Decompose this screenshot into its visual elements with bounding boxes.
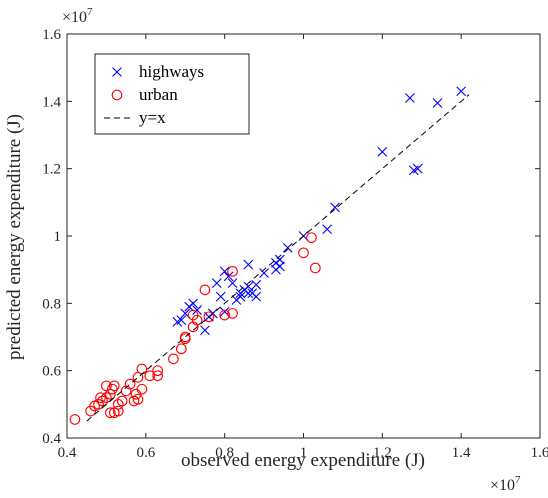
x-exponent-label: ×107 [490,474,521,494]
highways-point [282,242,293,253]
urban-point [136,383,148,395]
legend: highways urban y=x [94,53,250,135]
y-exponent-power: 7 [87,6,93,18]
highways-point [330,202,340,213]
urban-point [132,393,144,405]
y-tick-label: 1.2 [42,162,61,178]
highways-point [176,315,187,326]
urban-point [136,363,148,375]
highways-point [405,93,415,103]
legend-swatch-urban [111,89,123,101]
highways-point [227,278,238,289]
highways-point [251,279,262,290]
x-tick-label: 1.6 [531,445,548,461]
x-exponent-power: 7 [515,474,521,486]
y-tick-label: 1 [54,229,62,245]
y-axis-label: predicted energy expenditure (J) [4,114,25,360]
urban-point [191,314,203,326]
urban-point [97,395,108,407]
x-axis-label: observed energy expenditure (J) [181,450,425,471]
x-tick-label: 1 [300,445,308,461]
urban-point [112,398,124,410]
highways-point [188,298,199,309]
highways-point [377,146,388,157]
highways-point [432,98,443,108]
urban-point [309,262,321,274]
x-tick-label: 0.8 [215,445,234,461]
urban-point [175,343,187,355]
highways-point [192,305,202,315]
highways-point [251,291,262,302]
highways-point [219,266,230,277]
legend-swatch-highways [112,67,122,77]
urban-point [219,309,231,321]
urban-point [124,378,136,390]
highways-point [259,268,269,278]
series-urban [69,232,321,425]
highways-point [243,259,254,270]
highways-point [200,325,210,336]
legend-label-urban: urban [139,85,178,104]
x-tick-label: 0.4 [58,445,77,461]
y-exponent-label: ×107 [62,6,93,26]
axis-ticks: 0.4 0.6 0.8 1 1.2 1.4 1.6 0.4 0.6 0.8 1 1.2 1.4 1.6 [42,27,548,461]
urban-point [152,365,164,377]
highways-point [456,86,467,97]
urban-point [306,232,317,244]
y-tick-label: 0.6 [42,364,61,380]
urban-point [144,370,156,382]
urban-point [152,370,164,382]
urban-point [105,407,116,419]
y-exponent-base: ×10 [62,9,87,26]
highways-point [235,291,246,302]
urban-point [227,308,238,319]
highways-point [322,224,333,235]
urban-point [179,331,191,343]
urban-point [227,266,238,277]
x-tick-label: 1.4 [452,445,471,461]
urban-point [93,398,104,410]
urban-point [108,380,120,392]
x-tick-label: 1.2 [373,445,392,461]
x-exponent-base: ×10 [490,477,515,494]
highways-point [215,291,226,302]
reference-line-yx [86,94,470,422]
y-tick-label: 0.4 [42,431,61,447]
highways-point [211,278,222,289]
urban-point [203,311,215,323]
urban-point [199,284,211,296]
legend-label-highways: highways [139,62,204,81]
highways-point [412,163,423,174]
x-tick-label: 0.6 [136,445,155,461]
y-tick-label: 1.4 [42,94,61,110]
highways-point [274,261,285,272]
legend-label-yx: y=x [139,108,166,127]
highways-point [243,281,254,292]
urban-point [116,395,128,407]
urban-point [168,353,179,365]
y-tick-label: 1.6 [42,27,61,43]
urban-point [101,392,112,403]
urban-point [69,414,81,425]
legend-box [94,53,250,135]
plot-area [69,86,470,425]
highways-point [223,271,234,282]
urban-point [298,247,309,259]
urban-point [112,405,124,417]
y-tick-label: 0.8 [42,296,61,312]
